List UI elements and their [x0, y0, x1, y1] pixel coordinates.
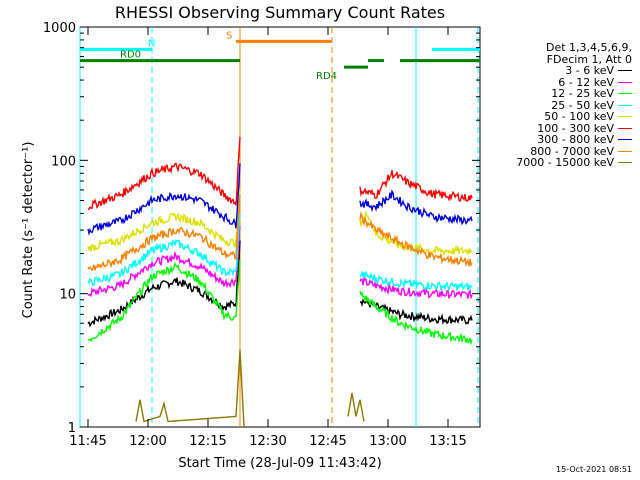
legend-entry: 800 - 7000 keV	[482, 144, 632, 158]
legend-label: 6 - 12 keV	[558, 75, 614, 89]
legend-label: 3 - 6 keV	[565, 64, 614, 77]
legend-label: 7000 - 15000 keV	[516, 156, 614, 169]
x-axis-label: Start Time (28-Jul-09 11:43:42)	[178, 456, 381, 471]
legend-swatch	[618, 150, 632, 152]
x-tick-label: 12:15	[189, 434, 226, 449]
legend-swatch	[618, 93, 632, 95]
series-line	[87, 240, 241, 328]
band-label-rd4: RD4	[316, 71, 337, 82]
y-tick-label: 100	[51, 154, 76, 169]
legend-header-2: FDecim 1, Att 0	[546, 52, 632, 66]
chart-title: RHESSI Observing Summary Count Rates	[115, 3, 445, 22]
series-line	[359, 290, 473, 346]
legend-entry: 300 - 800 keV	[482, 134, 632, 146]
legend-entry: 3 - 6 keV	[482, 65, 632, 77]
series-line	[359, 170, 473, 203]
legend-label: 300 - 800 keV	[537, 133, 614, 146]
series-line	[347, 392, 365, 422]
series-line	[87, 163, 241, 236]
x-tick-label: 12:00	[129, 434, 166, 449]
legend: Det 1,3,4,5,6,9, FDecim 1, Att 0 3 - 6 k…	[482, 42, 632, 169]
series-line	[87, 189, 241, 252]
legend-entry: 7000 - 15000 keV	[482, 157, 632, 169]
legend-swatch	[618, 70, 632, 72]
series-line	[359, 209, 473, 257]
band-label-n: N	[148, 38, 155, 49]
legend-label: 100 - 300 keV	[537, 121, 614, 135]
series-line	[87, 136, 241, 211]
x-tick-label: 13:15	[429, 434, 466, 449]
legend-swatch	[618, 162, 632, 164]
legend-entry: 100 - 300 keV	[482, 121, 632, 135]
legend-swatch	[618, 116, 632, 118]
x-tick-label: 12:30	[249, 434, 286, 449]
series-line	[359, 269, 473, 292]
legend-swatch	[618, 127, 632, 129]
series-line	[135, 349, 245, 428]
series-line	[87, 259, 241, 343]
footer-timestamp: 15-Oct-2021 08:51	[556, 465, 632, 474]
legend-swatch	[618, 139, 632, 141]
series-line	[87, 226, 241, 298]
legend-label: 25 - 50 keV	[551, 98, 614, 112]
y-tick-label: 1000	[43, 21, 76, 36]
legend-header-1: Det 1,3,4,5,6,9,	[545, 41, 632, 54]
x-tick-label: 11:45	[69, 434, 106, 449]
y-tick-label: 1	[68, 421, 76, 436]
series-line	[87, 213, 241, 287]
series-line	[359, 189, 473, 226]
plot-frame	[79, 26, 481, 428]
legend-entry: 6 - 12 keV	[482, 75, 632, 89]
series-line	[359, 276, 473, 299]
legend-entry: 50 - 100 keV	[482, 111, 632, 123]
series-line	[359, 210, 473, 268]
y-tick-label: 10	[59, 288, 76, 303]
legend-entry: 25 - 50 keV	[482, 98, 632, 112]
y-axis-label: Count Rate (s⁻¹ detector⁻¹)	[21, 142, 36, 319]
legend-swatch	[618, 81, 632, 83]
x-tick-label: 13:00	[369, 434, 406, 449]
band-label-rd0: RD0	[120, 50, 141, 61]
series-line	[359, 297, 473, 326]
legend-swatch	[618, 104, 632, 106]
legend-label: 800 - 7000 keV	[530, 144, 614, 158]
legend-entry: 12 - 25 keV	[482, 88, 632, 100]
band-label-s: S	[226, 30, 232, 41]
legend-label: 12 - 25 keV	[551, 87, 614, 100]
legend-label: 50 - 100 keV	[544, 110, 614, 123]
x-tick-label: 12:45	[309, 434, 346, 449]
series-line	[87, 194, 241, 272]
